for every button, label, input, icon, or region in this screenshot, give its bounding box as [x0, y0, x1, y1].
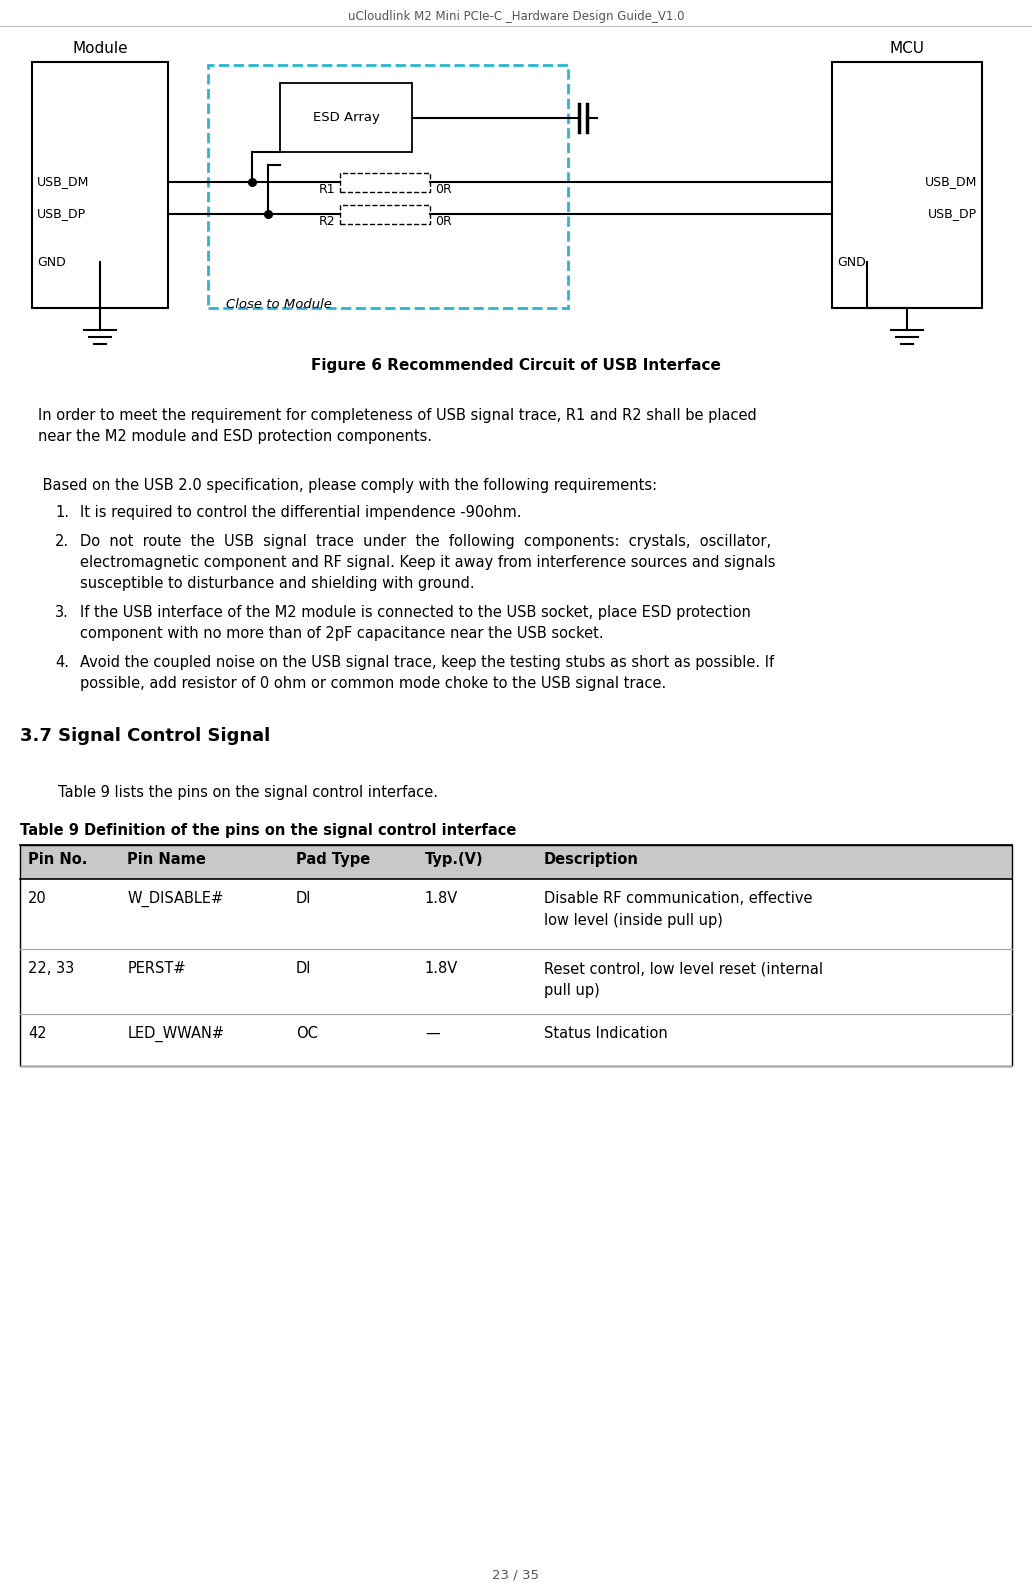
Text: OC: OC — [296, 1025, 318, 1041]
Text: Pad Type: Pad Type — [296, 852, 370, 868]
Text: Table 9 Definition of the pins on the signal control interface: Table 9 Definition of the pins on the si… — [20, 823, 516, 837]
Text: GND: GND — [37, 255, 66, 269]
Text: Figure 6 Recommended Circuit of USB Interface: Figure 6 Recommended Circuit of USB Inte… — [311, 358, 721, 373]
Text: DI: DI — [296, 892, 312, 906]
Text: ESD Array: ESD Array — [313, 111, 380, 124]
Text: component with no more than of 2pF capacitance near the USB socket.: component with no more than of 2pF capac… — [80, 626, 604, 642]
Text: 0R: 0R — [436, 215, 452, 228]
Text: low level (inside pull up): low level (inside pull up) — [544, 912, 722, 928]
Text: Pin No.: Pin No. — [28, 852, 88, 868]
Text: LED_WWAN#: LED_WWAN# — [127, 1025, 224, 1043]
Text: Based on the USB 2.0 specification, please comply with the following requirement: Based on the USB 2.0 specification, plea… — [38, 478, 657, 494]
Text: 23 / 35: 23 / 35 — [492, 1570, 540, 1582]
Text: 3.7 Signal Control Signal: 3.7 Signal Control Signal — [20, 728, 270, 745]
Text: Do  not  route  the  USB  signal  trace  under  the  following  components:  cry: Do not route the USB signal trace under … — [80, 533, 771, 549]
Bar — [20, 845, 1012, 879]
Text: USB_DM: USB_DM — [37, 175, 90, 188]
Text: Avoid the coupled noise on the USB signal trace, keep the testing stubs as short: Avoid the coupled noise on the USB signa… — [80, 654, 774, 670]
Bar — [20, 845, 1012, 1067]
Text: 20: 20 — [28, 892, 46, 906]
Text: 1.: 1. — [55, 505, 69, 521]
Bar — [832, 62, 982, 307]
Text: —: — — [425, 1025, 440, 1041]
Text: PERST#: PERST# — [127, 962, 186, 976]
Bar — [208, 65, 568, 307]
Text: 1.8V: 1.8V — [425, 962, 458, 976]
Text: 4.: 4. — [55, 654, 69, 670]
Text: R1: R1 — [319, 183, 335, 196]
Text: DI: DI — [296, 962, 312, 976]
Bar — [20, 879, 1012, 949]
Text: 0R: 0R — [436, 183, 452, 196]
Text: In order to meet the requirement for completeness of USB signal trace, R1 and R2: In order to meet the requirement for com… — [38, 408, 756, 423]
Bar — [20, 1014, 1012, 1067]
Text: USB_DP: USB_DP — [37, 207, 86, 221]
Text: 3.: 3. — [55, 605, 69, 619]
Text: uCloudlink M2 Mini PCIe-C _Hardware Design Guide_V1.0: uCloudlink M2 Mini PCIe-C _Hardware Desi… — [348, 10, 684, 22]
Text: GND: GND — [837, 255, 866, 269]
Text: near the M2 module and ESD protection components.: near the M2 module and ESD protection co… — [38, 428, 432, 444]
Text: pull up): pull up) — [544, 982, 600, 998]
Text: Pin Name: Pin Name — [127, 852, 206, 868]
Text: Table 9 lists the pins on the signal control interface.: Table 9 lists the pins on the signal con… — [58, 785, 438, 801]
Text: Description: Description — [544, 852, 639, 868]
Bar — [340, 174, 430, 193]
Text: MCU: MCU — [890, 41, 925, 56]
Text: R2: R2 — [319, 215, 335, 228]
Bar — [280, 83, 412, 151]
Text: If the USB interface of the M2 module is connected to the USB socket, place ESD : If the USB interface of the M2 module is… — [80, 605, 751, 619]
Text: Status Indication: Status Indication — [544, 1025, 668, 1041]
Text: 42: 42 — [28, 1025, 46, 1041]
Text: W_DISABLE#: W_DISABLE# — [127, 892, 224, 907]
Text: USB_DP: USB_DP — [928, 207, 977, 221]
Text: Disable RF communication, effective: Disable RF communication, effective — [544, 892, 812, 906]
Text: 22, 33: 22, 33 — [28, 962, 74, 976]
Text: Close to Module: Close to Module — [226, 298, 332, 310]
Text: susceptible to disturbance and shielding with ground.: susceptible to disturbance and shielding… — [80, 576, 475, 591]
Bar — [32, 62, 168, 307]
Text: USB_DM: USB_DM — [925, 175, 977, 188]
Bar — [20, 949, 1012, 1014]
Text: Module: Module — [72, 41, 128, 56]
Text: 1.8V: 1.8V — [425, 892, 458, 906]
Bar — [340, 205, 430, 224]
Text: possible, add resistor of 0 ohm or common mode choke to the USB signal trace.: possible, add resistor of 0 ohm or commo… — [80, 677, 667, 691]
Text: electromagnetic component and RF signal. Keep it away from interference sources : electromagnetic component and RF signal.… — [80, 556, 775, 570]
Text: Reset control, low level reset (internal: Reset control, low level reset (internal — [544, 962, 823, 976]
Text: It is required to control the differential impendence -90ohm.: It is required to control the differenti… — [80, 505, 521, 521]
Text: Typ.(V): Typ.(V) — [425, 852, 483, 868]
Text: 2.: 2. — [55, 533, 69, 549]
